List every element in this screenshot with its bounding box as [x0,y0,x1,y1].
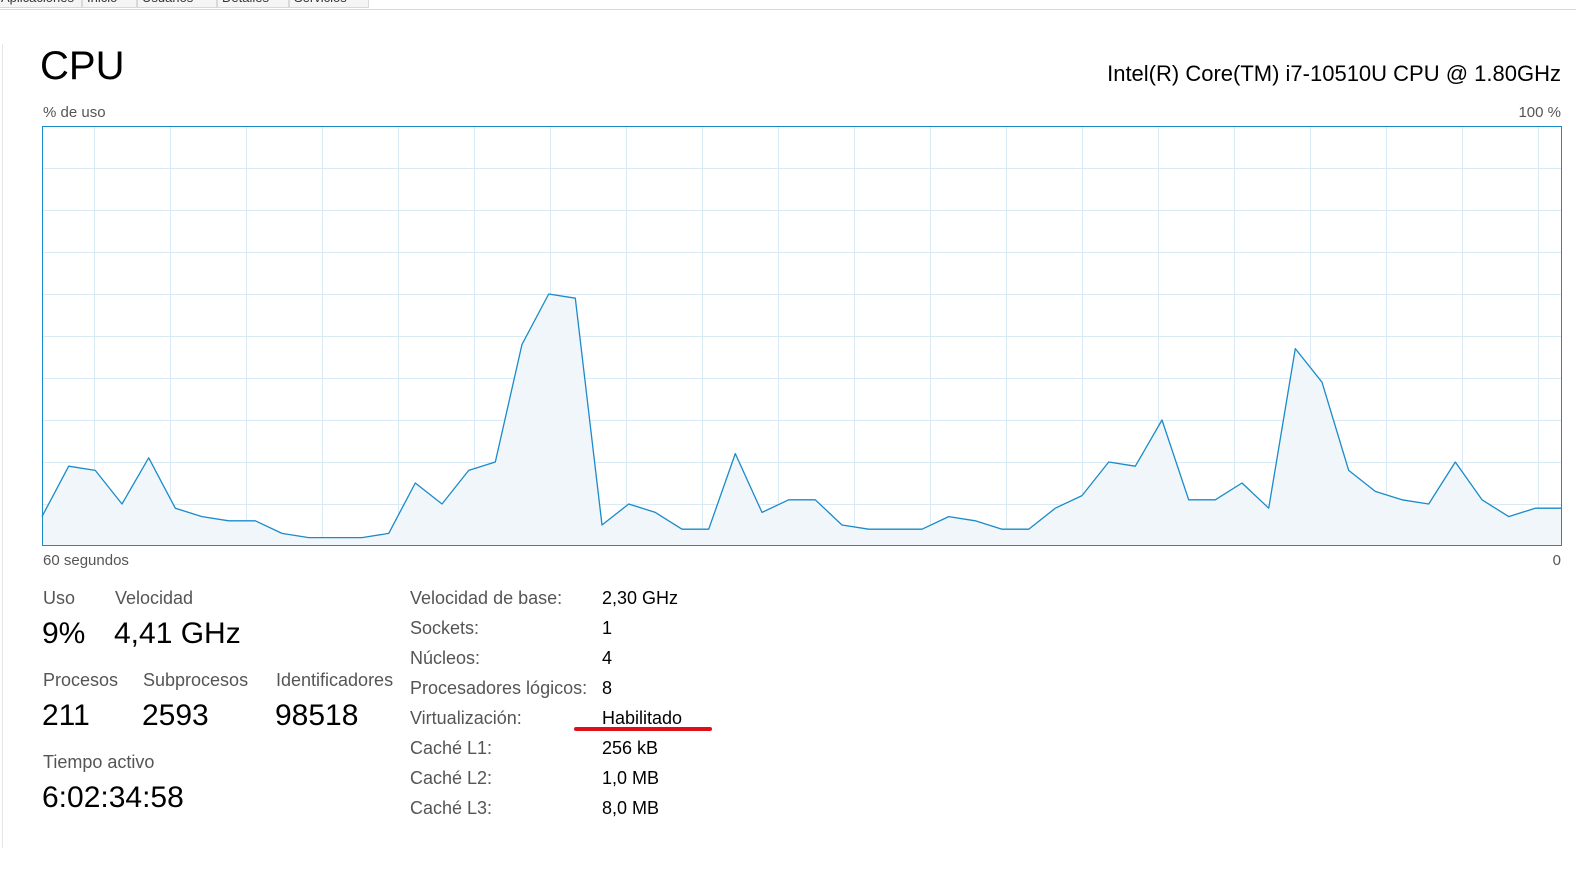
graph-border [42,126,1562,546]
tab-strip: Aplicaciones Inicio Usuarios Detalles Se… [0,0,1576,10]
info-value: 1,0 MB [602,768,660,788]
info-row-procesadores-logicos: Procesadores lógicos: 8 [410,676,770,700]
y-axis-label: % de uso [43,104,106,121]
info-row-sockets: Sockets: 1 [410,616,770,640]
info-value: 4 [602,648,613,668]
info-value: 2,30 GHz [602,588,679,608]
procesos-value: 211 [42,699,90,732]
tiempo-activo-value: 6:02:34:58 [42,781,184,814]
x-axis-min-label: 0 [1552,552,1561,569]
uso-value: 9% [42,617,86,650]
info-label: Caché L3: [410,798,493,818]
page-title: CPU [40,44,125,88]
info-row-nucleos: Núcleos: 4 [410,646,770,670]
tab-inicio[interactable]: Inicio [82,0,137,8]
cpu-model-name: Intel(R) Core(TM) i7-10510U CPU @ 1.80GH… [1107,61,1561,86]
info-label: Procesadores lógicos: [410,678,588,698]
info-row-velocidad-base: Velocidad de base: 2,30 GHz [410,586,770,610]
info-label: Núcleos: [410,648,481,668]
info-value: Habilitado [602,708,683,728]
subprocesos-label: Subprocesos [143,670,249,690]
x-axis-label: 60 segundos [43,552,129,569]
usage-area-fill [42,294,1562,546]
tiempo-activo-label: Tiempo activo [43,752,155,772]
info-label: Velocidad de base: [410,588,563,608]
usage-line [41,293,1562,539]
info-label: Caché L2: [410,768,493,788]
tab-servicios[interactable]: Servicios [289,0,369,8]
identificadores-label: Identificadores [276,670,394,690]
info-row-cache-l1: Caché L1: 256 kB [410,736,770,760]
info-row-cache-l2: Caché L2: 1,0 MB [410,766,770,790]
procesos-label: Procesos [43,670,119,690]
red-underline-annotation [574,727,712,731]
velocidad-label: Velocidad [115,588,194,608]
info-label: Sockets: [410,618,480,638]
identificadores-value: 98518 [275,699,359,732]
info-label: Caché L1: [410,738,493,758]
info-value: 8,0 MB [602,798,660,818]
graph-grid [42,126,1562,546]
tab-detalles[interactable]: Detalles [217,0,289,8]
y-axis-max-label: 100 % [1518,104,1561,121]
cpu-usage-graph [41,126,1562,546]
tab-aplicaciones[interactable]: Aplicaciones [0,0,82,8]
uso-label: Uso [43,588,76,608]
velocidad-value: 4,41 GHz [114,617,241,650]
info-label: Virtualización: [410,708,522,728]
info-value: 1 [602,618,613,638]
info-value: 256 kB [602,738,659,758]
tab-usuarios[interactable]: Usuarios [137,0,217,8]
info-row-cache-l3: Caché L3: 8,0 MB [410,796,770,820]
info-value: 8 [602,678,613,698]
subprocesos-value: 2593 [142,699,209,732]
info-row-virtualizacion: Virtualización: Habilitado [410,706,770,730]
panel-left-border [2,44,3,848]
